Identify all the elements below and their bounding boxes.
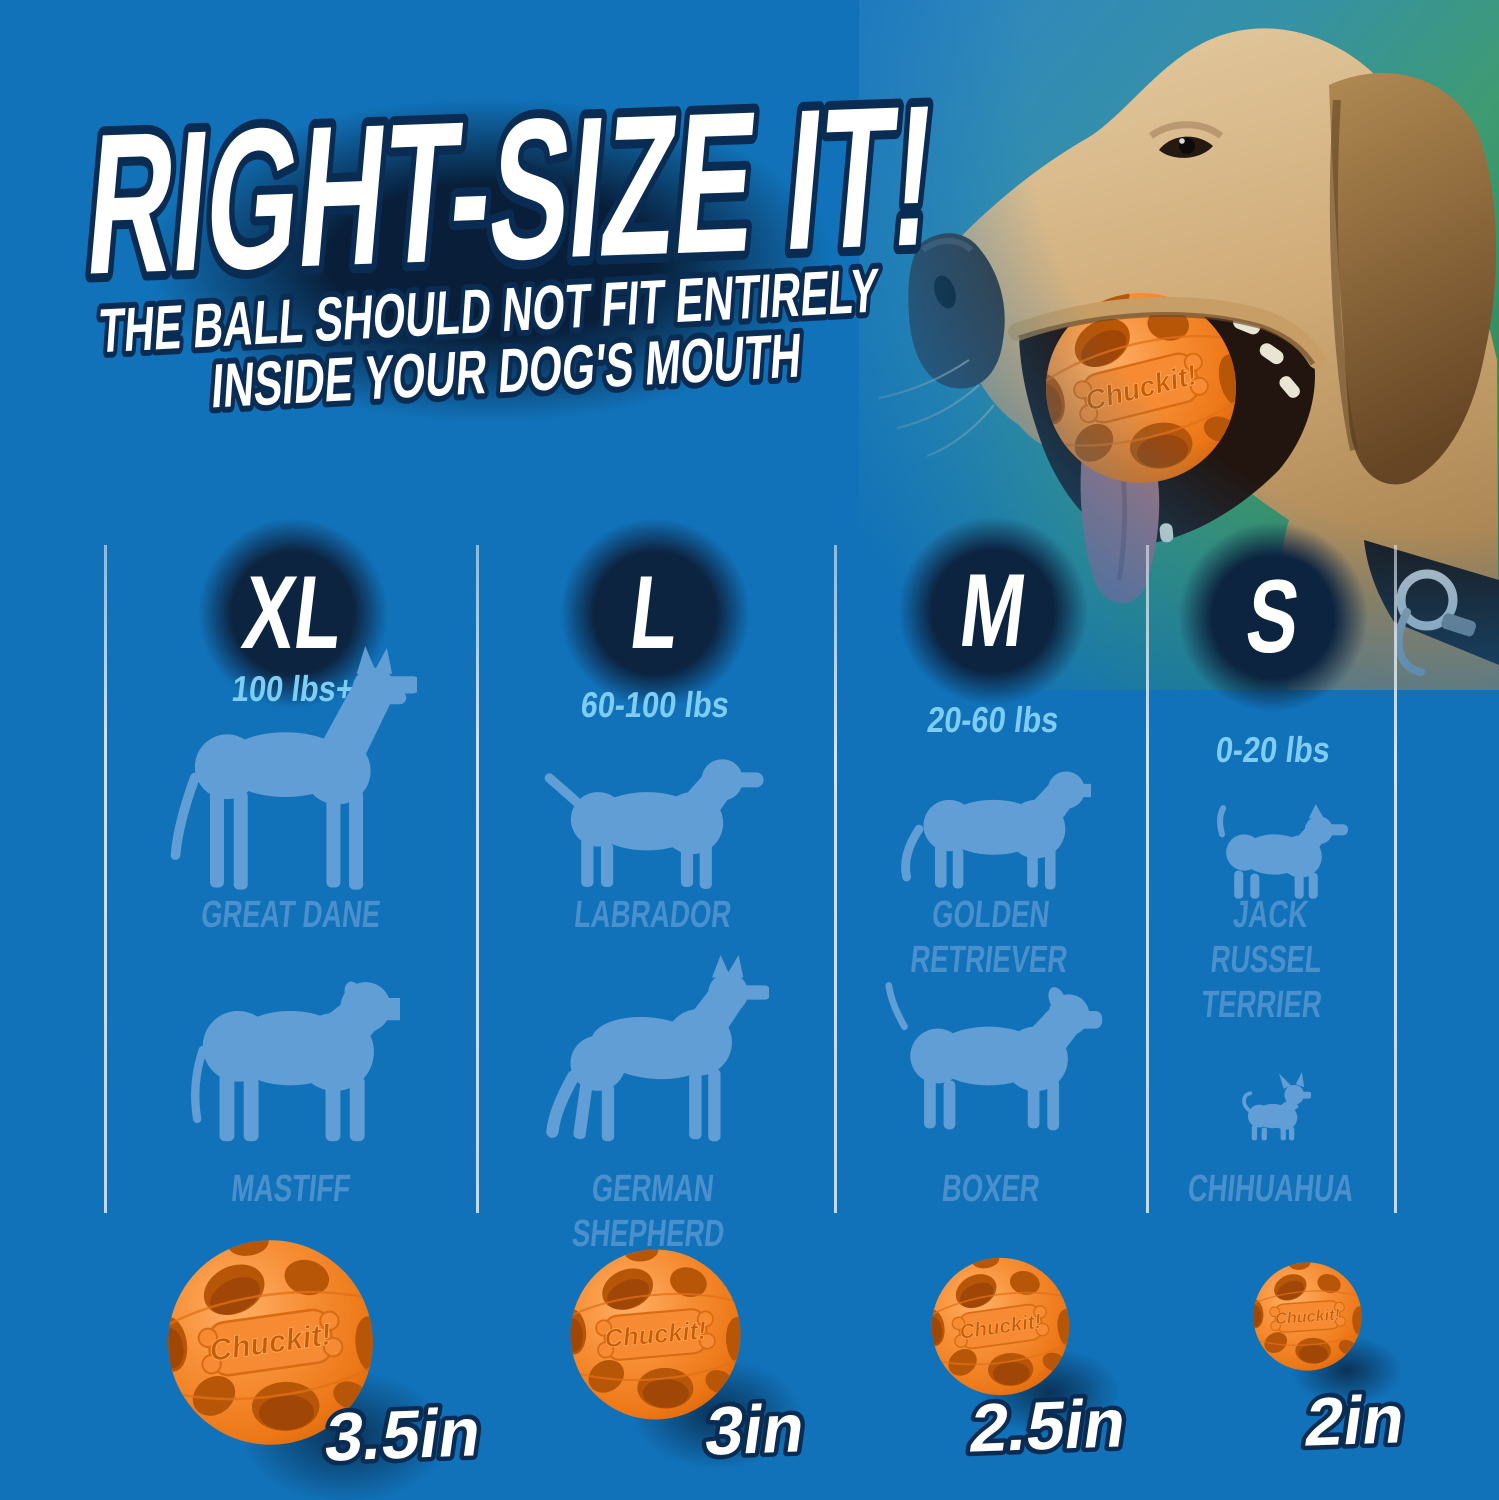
size-circle-l	[542, 500, 768, 726]
size-label-s: S	[1240, 558, 1306, 675]
dog-ear	[1329, 72, 1497, 485]
headline: RIGHT-SIZE IT! THE BALL SHOULD NOT FIT E…	[70, 78, 952, 427]
weight-range-s: 0-20 lbs	[1213, 729, 1333, 770]
weight-range-m: 20-60 lbs	[925, 699, 1061, 740]
divider-line	[834, 545, 837, 1213]
divider-line	[1394, 545, 1397, 1213]
breed-label-mastiff: MASTIFF	[229, 1168, 353, 1210]
silhouette-labrador	[544, 759, 764, 889]
ball-size-label-m: 2.5in	[961, 1380, 1136, 1471]
svg-text:2in: 2in	[1301, 1380, 1410, 1460]
divider-line	[1146, 545, 1149, 1213]
title-backdrop-blob	[15, 35, 965, 485]
page-title: RIGHT-SIZE IT!	[79, 78, 943, 317]
silhouette-german-shepherd	[546, 955, 769, 1142]
silhouette-jack-russel	[1216, 804, 1348, 899]
divider-line	[476, 545, 479, 1213]
divider-line	[104, 545, 107, 1213]
ball-size-label-l: 3in	[696, 1385, 814, 1474]
ball-size-label-s: 2in	[1296, 1376, 1414, 1465]
breed-label-great-dane: GREAT DANE	[199, 894, 383, 936]
weight-range-l: 60-100 lbs	[578, 684, 732, 725]
leash-clip	[1394, 608, 1425, 676]
dog-eye	[1148, 121, 1224, 158]
silhouette-mastiff	[191, 981, 400, 1142]
size-label-m: M	[954, 552, 1032, 669]
dog-collar	[1364, 540, 1499, 676]
breed-label-chihuahua: CHIHUAHUA	[1185, 1168, 1356, 1210]
silhouette-golden-retriever	[901, 771, 1091, 890]
svg-text:2.5in: 2.5in	[965, 1384, 1131, 1466]
svg-text:3.5in: 3.5in	[320, 1393, 486, 1475]
collar-ring	[1396, 569, 1458, 631]
silhouette-chihuahua	[1242, 1072, 1311, 1141]
size-circle-s	[1160, 504, 1386, 730]
size-circle-m	[880, 498, 1106, 724]
silhouette-boxer	[885, 982, 1103, 1131]
breed-label-jack-russel: JACK RUSSEL TERRIER	[1199, 894, 1324, 1026]
ball-size-label-xl: 3.5in	[316, 1389, 491, 1480]
svg-text:3in: 3in	[701, 1389, 810, 1469]
breed-label-boxer: BOXER	[939, 1168, 1042, 1210]
silhouette-great-dane	[170, 646, 417, 890]
dog-upper-lip	[1008, 296, 1326, 369]
breed-label-labrador: LABRADOR	[572, 894, 734, 936]
